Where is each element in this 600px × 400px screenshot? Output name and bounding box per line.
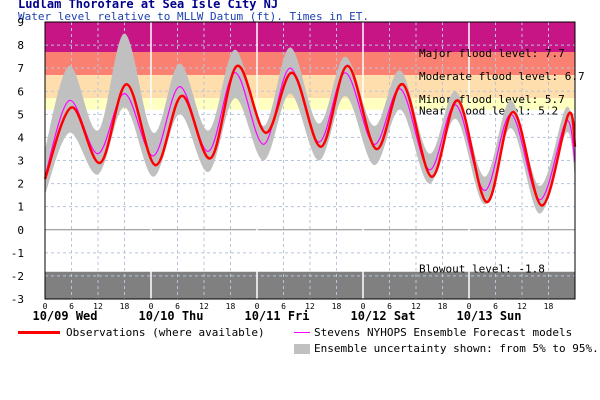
y-tick-label: 3	[17, 155, 24, 168]
y-tick-label: -3	[11, 293, 24, 306]
legend-forecast-label: Stevens NYHOPS Ensemble Forecast models	[314, 326, 573, 339]
legend-ensemble-swatch	[294, 344, 310, 354]
y-tick-label: 2	[17, 178, 24, 191]
chart-subtitle: Water level relative to MLLW Datum (ft).…	[18, 10, 369, 23]
y-tick-label: 4	[17, 131, 24, 144]
x-day-label: 10/12 Sat	[350, 309, 415, 323]
legend-observations-swatch	[18, 331, 60, 334]
x-day-label: 10/13 Sun	[456, 309, 521, 323]
threshold-label: Major flood level: 7.7	[419, 47, 565, 60]
y-tick-label: 8	[17, 39, 24, 52]
x-hour-tick-label: 6	[493, 302, 498, 311]
x-hour-tick-label: 12	[93, 302, 103, 311]
x-hour-tick-label: 6	[175, 302, 180, 311]
x-hour-tick-label: 0	[467, 302, 472, 311]
y-tick-label: 1	[17, 201, 24, 214]
x-hour-tick-label: 0	[149, 302, 154, 311]
x-day-label: 10/09 Wed	[32, 309, 97, 323]
threshold-label: Blowout level: -1.8	[419, 262, 545, 275]
y-tick-label: -1	[11, 247, 24, 260]
chart-title: Ludlam Thorofare at Sea Isle City NJ	[18, 0, 279, 11]
legend-forecast-swatch	[294, 332, 310, 333]
x-hour-tick-label: 12	[411, 302, 421, 311]
x-hour-tick-label: 12	[305, 302, 315, 311]
x-hour-tick-label: 18	[544, 302, 554, 311]
x-hour-tick-label: 6	[387, 302, 392, 311]
plot-frame	[44, 21, 576, 300]
y-tick-label: 5	[17, 108, 24, 121]
x-hour-tick-label: 12	[199, 302, 209, 311]
y-tick-label: 7	[17, 62, 24, 75]
x-hour-tick-label: 12	[517, 302, 527, 311]
x-hour-tick-label: 6	[281, 302, 286, 311]
threshold-label: Near flood level: 5.2	[419, 105, 558, 118]
legend-observations-label: Observations (where available)	[66, 326, 265, 339]
x-hour-tick-label: 18	[226, 302, 236, 311]
forecast-line	[44, 67, 576, 201]
x-day-label: 10/11 Fri	[244, 309, 309, 323]
x-hour-tick-label: 6	[69, 302, 74, 311]
x-day-label: 10/10 Thu	[138, 309, 203, 323]
x-hour-tick-label: 0	[43, 302, 48, 311]
y-tick-label: 9	[17, 16, 24, 29]
legend-ensemble-label: Ensemble uncertainty shown: from 5% to 9…	[314, 342, 599, 355]
y-tick-label: 0	[17, 224, 24, 237]
x-hour-tick-label: 18	[332, 302, 342, 311]
threshold-label: Moderate flood level: 6.7	[419, 70, 585, 83]
x-hour-tick-label: 18	[120, 302, 130, 311]
x-hour-tick-label: 0	[255, 302, 260, 311]
x-hour-tick-label: 0	[361, 302, 366, 311]
observations-line	[43, 64, 577, 207]
y-tick-label: -2	[11, 270, 24, 283]
near-flood-band	[45, 98, 575, 110]
x-hour-tick-label: 18	[438, 302, 448, 311]
y-tick-label: 6	[17, 85, 24, 98]
